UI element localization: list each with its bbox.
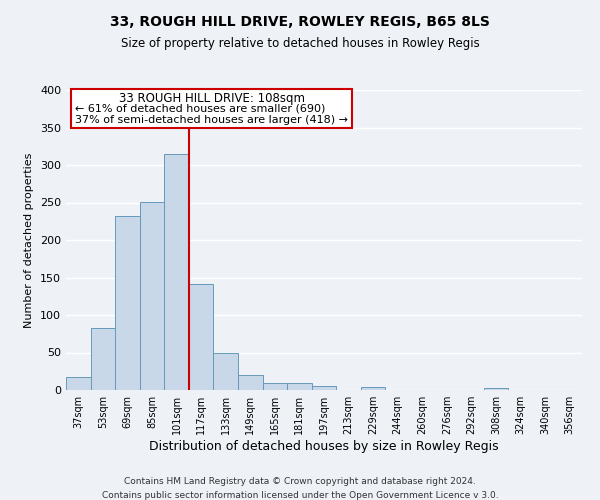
Bar bbox=[164, 154, 189, 390]
Bar bbox=[140, 202, 164, 390]
Text: Contains public sector information licensed under the Open Government Licence v : Contains public sector information licen… bbox=[101, 491, 499, 500]
Bar bbox=[361, 387, 385, 390]
Bar bbox=[66, 376, 91, 390]
Bar bbox=[263, 383, 287, 390]
Bar bbox=[91, 328, 115, 390]
Y-axis label: Number of detached properties: Number of detached properties bbox=[25, 152, 34, 328]
Text: 37% of semi-detached houses are larger (418) →: 37% of semi-detached houses are larger (… bbox=[75, 115, 348, 125]
Bar bbox=[484, 388, 508, 390]
Text: Size of property relative to detached houses in Rowley Regis: Size of property relative to detached ho… bbox=[121, 38, 479, 51]
Text: 33 ROUGH HILL DRIVE: 108sqm: 33 ROUGH HILL DRIVE: 108sqm bbox=[119, 92, 305, 105]
Text: ← 61% of detached houses are smaller (690): ← 61% of detached houses are smaller (69… bbox=[75, 104, 326, 114]
Text: Contains HM Land Registry data © Crown copyright and database right 2024.: Contains HM Land Registry data © Crown c… bbox=[124, 478, 476, 486]
Bar bbox=[238, 375, 263, 390]
Bar bbox=[115, 216, 140, 390]
X-axis label: Distribution of detached houses by size in Rowley Regis: Distribution of detached houses by size … bbox=[149, 440, 499, 453]
FancyBboxPatch shape bbox=[71, 88, 352, 128]
Bar bbox=[287, 382, 312, 390]
Bar bbox=[189, 284, 214, 390]
Text: 33, ROUGH HILL DRIVE, ROWLEY REGIS, B65 8LS: 33, ROUGH HILL DRIVE, ROWLEY REGIS, B65 … bbox=[110, 15, 490, 29]
Bar bbox=[214, 352, 238, 390]
Bar bbox=[312, 386, 336, 390]
